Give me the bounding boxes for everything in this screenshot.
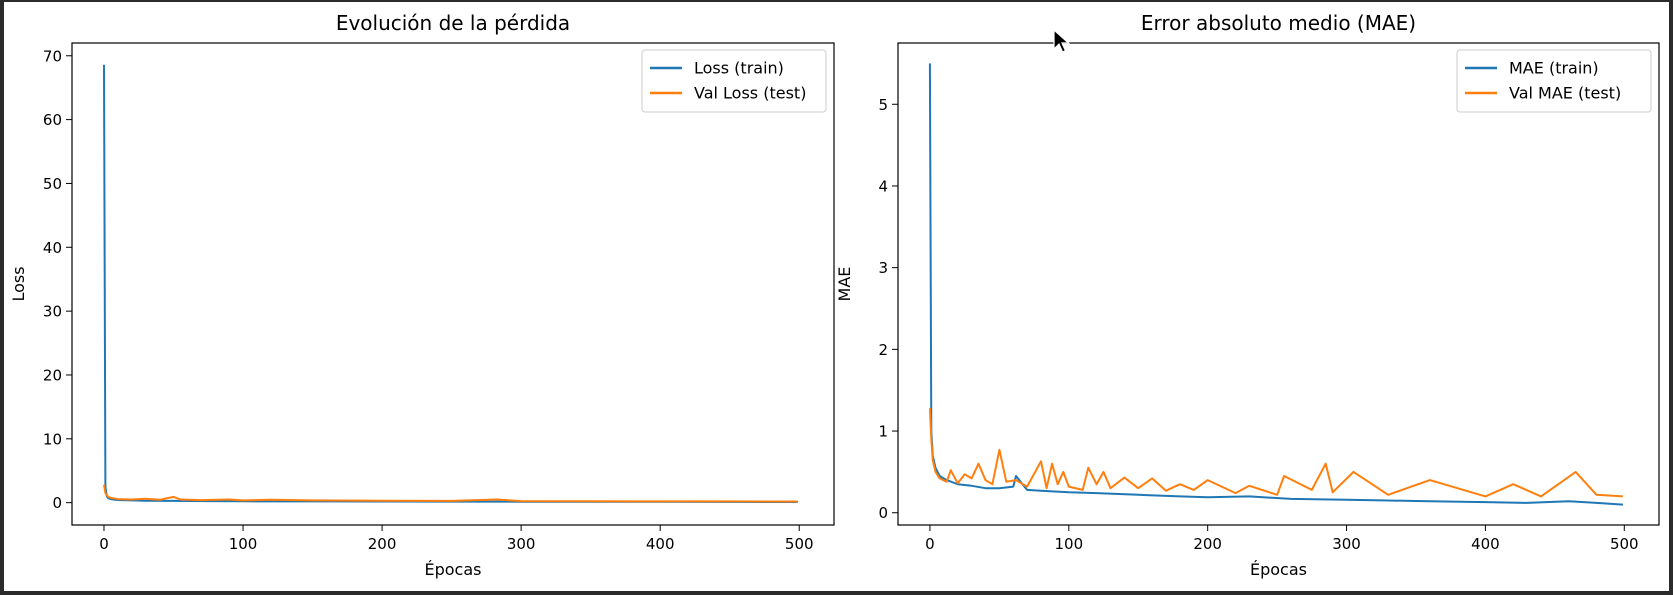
y-tick-label: 0 <box>878 504 888 522</box>
y-tick-label: 4 <box>878 177 888 195</box>
mouse-cursor-icon <box>1053 29 1071 53</box>
y-tick-label: 60 <box>43 111 62 129</box>
x-tick-label: 500 <box>1610 535 1639 553</box>
x-tick-label: 200 <box>368 535 397 553</box>
y-tick-label: 40 <box>43 239 62 257</box>
x-tick-label: 400 <box>646 535 675 553</box>
legend-box <box>1456 49 1652 113</box>
y-tick-label: 20 <box>43 366 62 384</box>
y-tick-label: 0 <box>52 494 62 512</box>
plot-area <box>928 63 1623 506</box>
y-axis-label: MAE <box>835 267 854 302</box>
chart-loss: 0 100 200 300 400 500 0 10 20 30 40 50 60 70 Evolución… <box>9 11 835 579</box>
x-tick-label: 300 <box>1332 535 1361 553</box>
x-tick-label: 100 <box>229 535 258 553</box>
legend-box <box>641 49 827 113</box>
series-line-1 <box>103 484 798 503</box>
x-tick-label: 100 <box>1054 535 1083 553</box>
y-tick-label: 50 <box>43 175 62 193</box>
x-axis-label: Épocas <box>1250 560 1307 579</box>
x-tick-label: 300 <box>507 535 536 553</box>
legend: Loss (train) Val Loss (test) <box>641 49 827 113</box>
axes-frame <box>897 42 1660 526</box>
y-tick-label: 70 <box>43 47 62 65</box>
chart-title: Evolución de la pérdida <box>336 11 570 35</box>
x-tick-label: 500 <box>785 535 814 553</box>
plot-area <box>103 64 798 503</box>
legend-label-1: Val MAE (test) <box>1509 84 1621 103</box>
x-tick-label: 400 <box>1471 535 1500 553</box>
x-tick-label: 0 <box>99 535 109 553</box>
series-line-1 <box>928 408 1623 498</box>
legend: MAE (train) Val MAE (test) <box>1456 49 1652 113</box>
y-tick-label: 3 <box>878 259 888 277</box>
y-tick-label: 30 <box>43 303 62 321</box>
y-tick-label: 2 <box>878 341 888 359</box>
legend-label-0: Loss (train) <box>694 59 784 78</box>
chart-mae: 0 100 200 300 400 500 0 1 2 3 4 5 Error absoluto med… <box>835 11 1660 579</box>
legend-label-1: Val Loss (test) <box>694 84 806 103</box>
series-line-0 <box>928 63 1623 506</box>
chart-title: Error absoluto medio (MAE) <box>1141 11 1416 35</box>
y-tick-label: 1 <box>878 423 888 441</box>
axes-frame <box>71 42 835 526</box>
x-tick-label: 200 <box>1193 535 1222 553</box>
y-tick-label: 5 <box>878 96 888 114</box>
legend-label-0: MAE (train) <box>1509 59 1599 78</box>
x-tick-label: 0 <box>925 535 935 553</box>
y-tick-label: 10 <box>43 430 62 448</box>
y-axis-label: Loss <box>9 266 28 301</box>
x-axis-label: Épocas <box>425 560 482 579</box>
